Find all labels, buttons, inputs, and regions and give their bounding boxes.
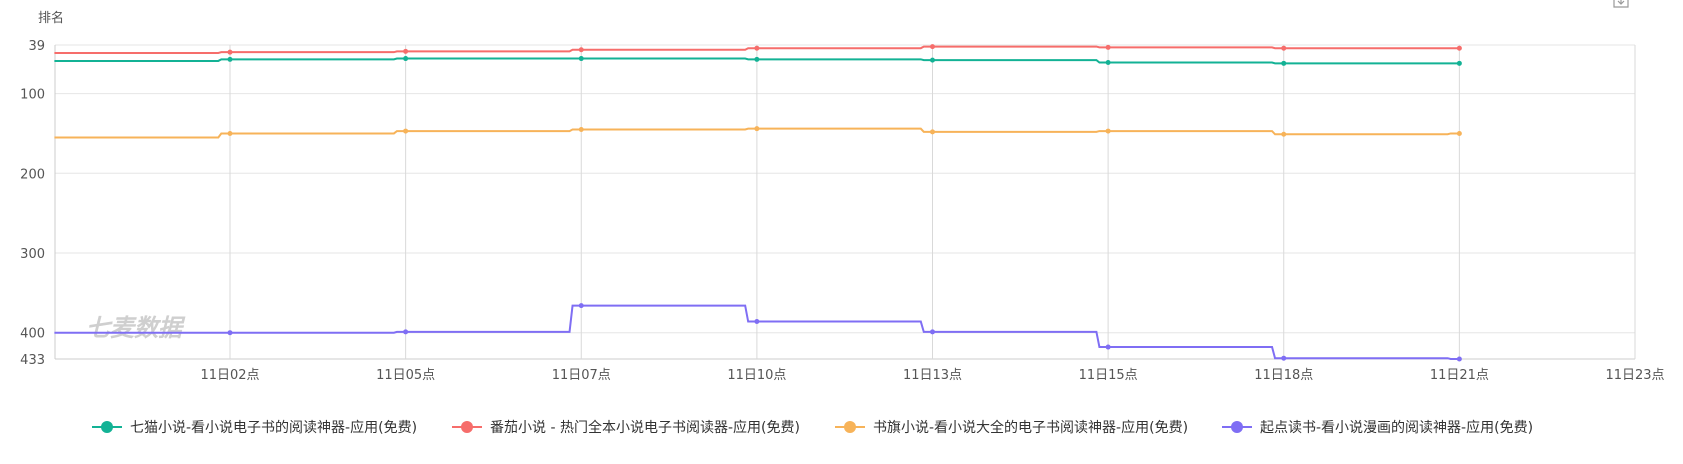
data-point[interactable] [227,49,233,55]
legend-item-2[interactable]: 番茄小说 - 热门全本小说电子书阅读器-应用(免费) [452,419,800,436]
x-tick-label: 11日21点 [1430,368,1489,383]
legend-swatch-dot [461,421,473,433]
legend-item-1[interactable]: 七猫小说-看小说电子书的阅读神器-应用(免费) [92,419,417,436]
y-tick-label: 433 [20,353,45,368]
data-point[interactable] [1456,356,1462,362]
data-point[interactable] [930,57,935,63]
watermark: 七麦数据 [86,314,186,342]
data-point[interactable] [1105,128,1111,134]
x-tick-label: 11日18点 [1254,368,1313,383]
y-tick-label: 400 [20,327,45,342]
data-point[interactable] [1456,130,1462,136]
data-point[interactable] [403,56,409,62]
data-point[interactable] [1105,60,1111,66]
data-point[interactable] [578,126,584,132]
data-point[interactable] [1105,344,1111,350]
data-point[interactable] [930,44,935,50]
legend-label: 七猫小说-看小说电子书的阅读神器-应用(免费) [130,419,417,436]
grid-lines: 39 100 200 300 400 433 11日02点 11日05点 11日07点 11日10… [20,39,1664,383]
data-point[interactable] [227,130,233,136]
data-point[interactable] [1281,45,1287,51]
data-point[interactable] [403,329,409,335]
legend-label: 番茄小说 - 热门全本小说电子书阅读器-应用(免费) [490,419,800,436]
y-tick-label: 100 [20,88,45,103]
data-point[interactable] [754,56,760,62]
legend-label: 书旗小说-看小说大全的电子书阅读神器-应用(免费) [873,419,1188,436]
y-tick-label: 300 [20,247,45,262]
data-point[interactable] [1105,44,1111,50]
data-point[interactable] [227,56,233,62]
data-point[interactable] [1456,45,1462,51]
data-point[interactable] [930,329,935,335]
x-tick-label: 11日15点 [1079,368,1138,383]
data-point[interactable] [1281,131,1287,137]
data-point[interactable] [754,126,760,132]
data-point[interactable] [578,47,584,53]
y-tick-label: 39 [28,39,45,54]
x-tick-label: 11日05点 [376,368,435,383]
y-axis-title: 排名 [38,10,64,26]
legend-label: 起点读书-看小说漫画的阅读神器-应用(免费) [1260,419,1533,436]
download-icon[interactable] [1613,0,1629,8]
series-layer [54,44,1462,362]
legend-item-4[interactable]: 起点读书-看小说漫画的阅读神器-应用(免费) [1222,419,1533,436]
x-tick-label: 11日07点 [552,368,611,383]
data-point[interactable] [1456,60,1462,66]
legend: 七猫小说-看小说电子书的阅读神器-应用(免费) 番茄小说 - 热门全本小说电子书阅… [92,419,1533,436]
legend-swatch-dot [101,421,113,433]
data-point[interactable] [578,56,584,62]
data-point[interactable] [227,330,233,336]
data-point[interactable] [1281,60,1287,66]
legend-swatch-dot [844,421,856,433]
x-tick-label: 11日10点 [727,368,786,383]
data-point[interactable] [403,48,409,54]
x-tick-label: 11日23点 [1605,368,1664,383]
legend-item-3[interactable]: 书旗小说-看小说大全的电子书阅读神器-应用(免费) [835,419,1188,436]
data-point[interactable] [403,128,409,134]
y-tick-label: 200 [20,167,45,182]
data-point[interactable] [1281,355,1287,361]
x-tick-label: 11日13点 [903,368,962,383]
data-point[interactable] [930,129,935,135]
x-tick-label: 11日02点 [200,368,259,383]
data-point[interactable] [578,303,584,309]
legend-swatch-dot [1231,421,1243,433]
data-point[interactable] [754,45,760,51]
data-point[interactable] [754,319,760,325]
